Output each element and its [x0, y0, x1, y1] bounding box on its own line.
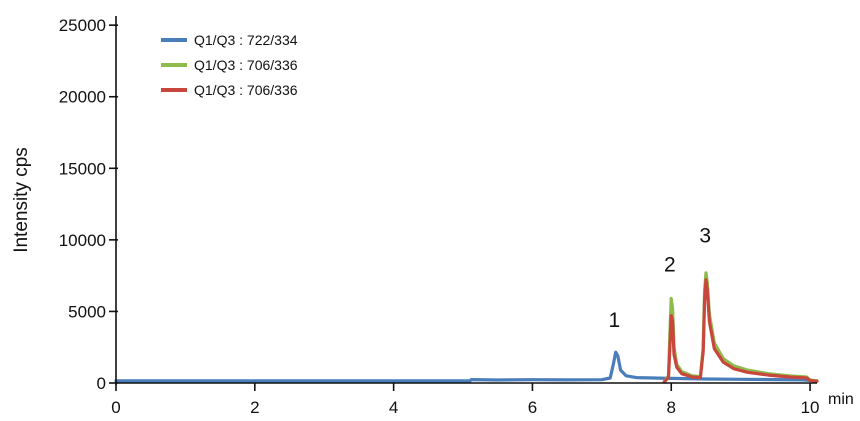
y-tick-label: 5000 [68, 302, 106, 321]
y-tick-label: 25000 [59, 16, 106, 35]
series-line-1 [114, 350, 819, 383]
x-tick-label: 10 [801, 398, 820, 417]
peak-label-1: 1 [608, 309, 620, 332]
legend-label-2: Q1/Q3 : 706/336 [194, 57, 298, 73]
peak-label-2: 2 [664, 253, 676, 276]
legend: Q1/Q3 : 722/334 Q1/Q3 : 706/336 Q1/Q3 : 70… [161, 32, 298, 98]
series-line-2 [662, 271, 819, 384]
y-axis-label: Intensity cps [11, 147, 32, 253]
series-layer [114, 271, 819, 384]
axes-layer: 0 5000 10000 15000 20000 25000 0 2 4 6 8 10 [59, 16, 820, 417]
x-tick-label: 4 [389, 398, 398, 417]
annotation-layer: 1 23 [608, 225, 711, 332]
y-tick-label: 10000 [59, 231, 106, 250]
x-tick-label: 8 [667, 398, 676, 417]
peak-label-3: 3 [699, 225, 711, 248]
y-tick-label: 20000 [59, 88, 106, 107]
y-tick-label: 15000 [59, 159, 106, 178]
legend-label-1: Q1/Q3 : 722/334 [194, 32, 298, 48]
x-tick-label: 6 [528, 398, 537, 417]
x-axis-label: min [828, 391, 854, 408]
x-tick-label: 2 [250, 398, 259, 417]
series-line-3 [662, 278, 819, 384]
x-tick-label: 0 [111, 398, 120, 417]
y-tick-label: 0 [97, 374, 106, 393]
legend-label-3: Q1/Q3 : 706/336 [194, 82, 298, 98]
